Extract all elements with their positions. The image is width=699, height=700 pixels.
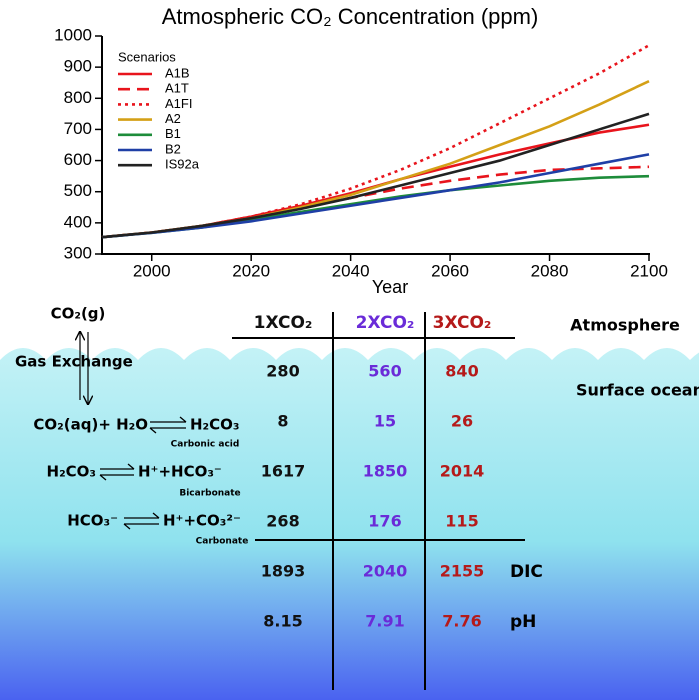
table-cell: 1850 (363, 462, 408, 481)
reaction-left: HCO₃⁻ (67, 512, 118, 530)
x-tick-label: 2080 (531, 261, 569, 280)
legend-label: B1 (165, 126, 181, 141)
table-cell: 280 (266, 362, 299, 381)
x-tick-label: 2060 (431, 261, 469, 280)
table-cell: 15 (374, 412, 396, 431)
table-cell: 115 (445, 512, 478, 531)
reaction-right: H₂CO₃ (190, 416, 239, 434)
x-tick-label: 2040 (332, 261, 370, 280)
y-tick-label: 1000 (54, 25, 92, 44)
table-cell: 176 (368, 512, 401, 531)
x-tick-label: 2100 (630, 261, 668, 280)
legend-label: A2 (165, 111, 181, 126)
y-tick-label: 800 (64, 88, 92, 107)
legend-label: IS92a (165, 157, 200, 172)
legend-label: A1T (165, 81, 189, 96)
species-label: Carbonate (196, 537, 249, 547)
table-cell: 840 (445, 362, 478, 381)
legend-title: Scenarios (118, 49, 176, 64)
column-header: 1XCO₂ (254, 313, 313, 333)
chart-title: Atmospheric CO₂ Concentration (ppm) (162, 4, 539, 29)
surface-ocean-label: Surface ocean (576, 381, 699, 400)
ocean (0, 348, 699, 700)
x-tick-label: 2000 (133, 261, 171, 280)
x-tick-label: 2020 (232, 261, 270, 280)
table-cell: 7.91 (365, 612, 404, 631)
y-tick-label: 300 (64, 243, 92, 262)
table-cell: 560 (368, 362, 401, 381)
species-label: Carbonic acid (171, 440, 240, 450)
x-axis-label: Year (372, 277, 408, 297)
table-cell: 268 (266, 512, 299, 531)
y-tick-label: 700 (64, 119, 92, 138)
table-cell: 2014 (440, 462, 485, 481)
table-cell: 8.15 (263, 612, 302, 631)
series-line (101, 153, 650, 239)
table-cell: 26 (451, 412, 473, 431)
column-header: 2XCO₂ (356, 313, 415, 333)
reaction-left: H₂CO₃ (47, 463, 96, 481)
species-label: Bicarbonate (179, 489, 240, 499)
legend-label: A1FI (165, 96, 192, 111)
table-cell: 7.76 (442, 612, 481, 631)
reaction-left: CO₂(aq)+ H₂O (33, 416, 148, 434)
reaction-right: H⁺+HCO₃⁻ (138, 463, 222, 481)
y-tick-label: 600 (64, 150, 92, 169)
table-cell: 2040 (363, 562, 408, 581)
equilibrium-arrow (149, 416, 187, 434)
table-cell: 2155 (440, 562, 485, 581)
table-cell: 8 (277, 412, 288, 431)
y-tick-label: 900 (64, 57, 92, 76)
table-cell: 1893 (261, 562, 306, 581)
gas-exchange: Gas Exchange (15, 353, 133, 371)
gas-label: CO₂(g) (51, 305, 106, 323)
row-label: DIC (510, 562, 543, 582)
table-cell: 1617 (261, 462, 306, 481)
equilibrium-arrow (99, 463, 135, 481)
series-line (101, 112, 650, 239)
legend-label: B2 (165, 141, 181, 156)
equilibrium-arrow (123, 512, 160, 530)
y-tick-label: 500 (64, 181, 92, 200)
legend-label: A1B (165, 65, 190, 80)
row-label: pH (510, 612, 536, 632)
y-tick-label: 400 (64, 212, 92, 231)
reaction-right: H⁺+CO₃²⁻ (163, 512, 241, 530)
atmosphere-label: Atmosphere (570, 316, 680, 335)
series-line (101, 165, 650, 239)
column-header: 3XCO₂ (433, 313, 492, 333)
